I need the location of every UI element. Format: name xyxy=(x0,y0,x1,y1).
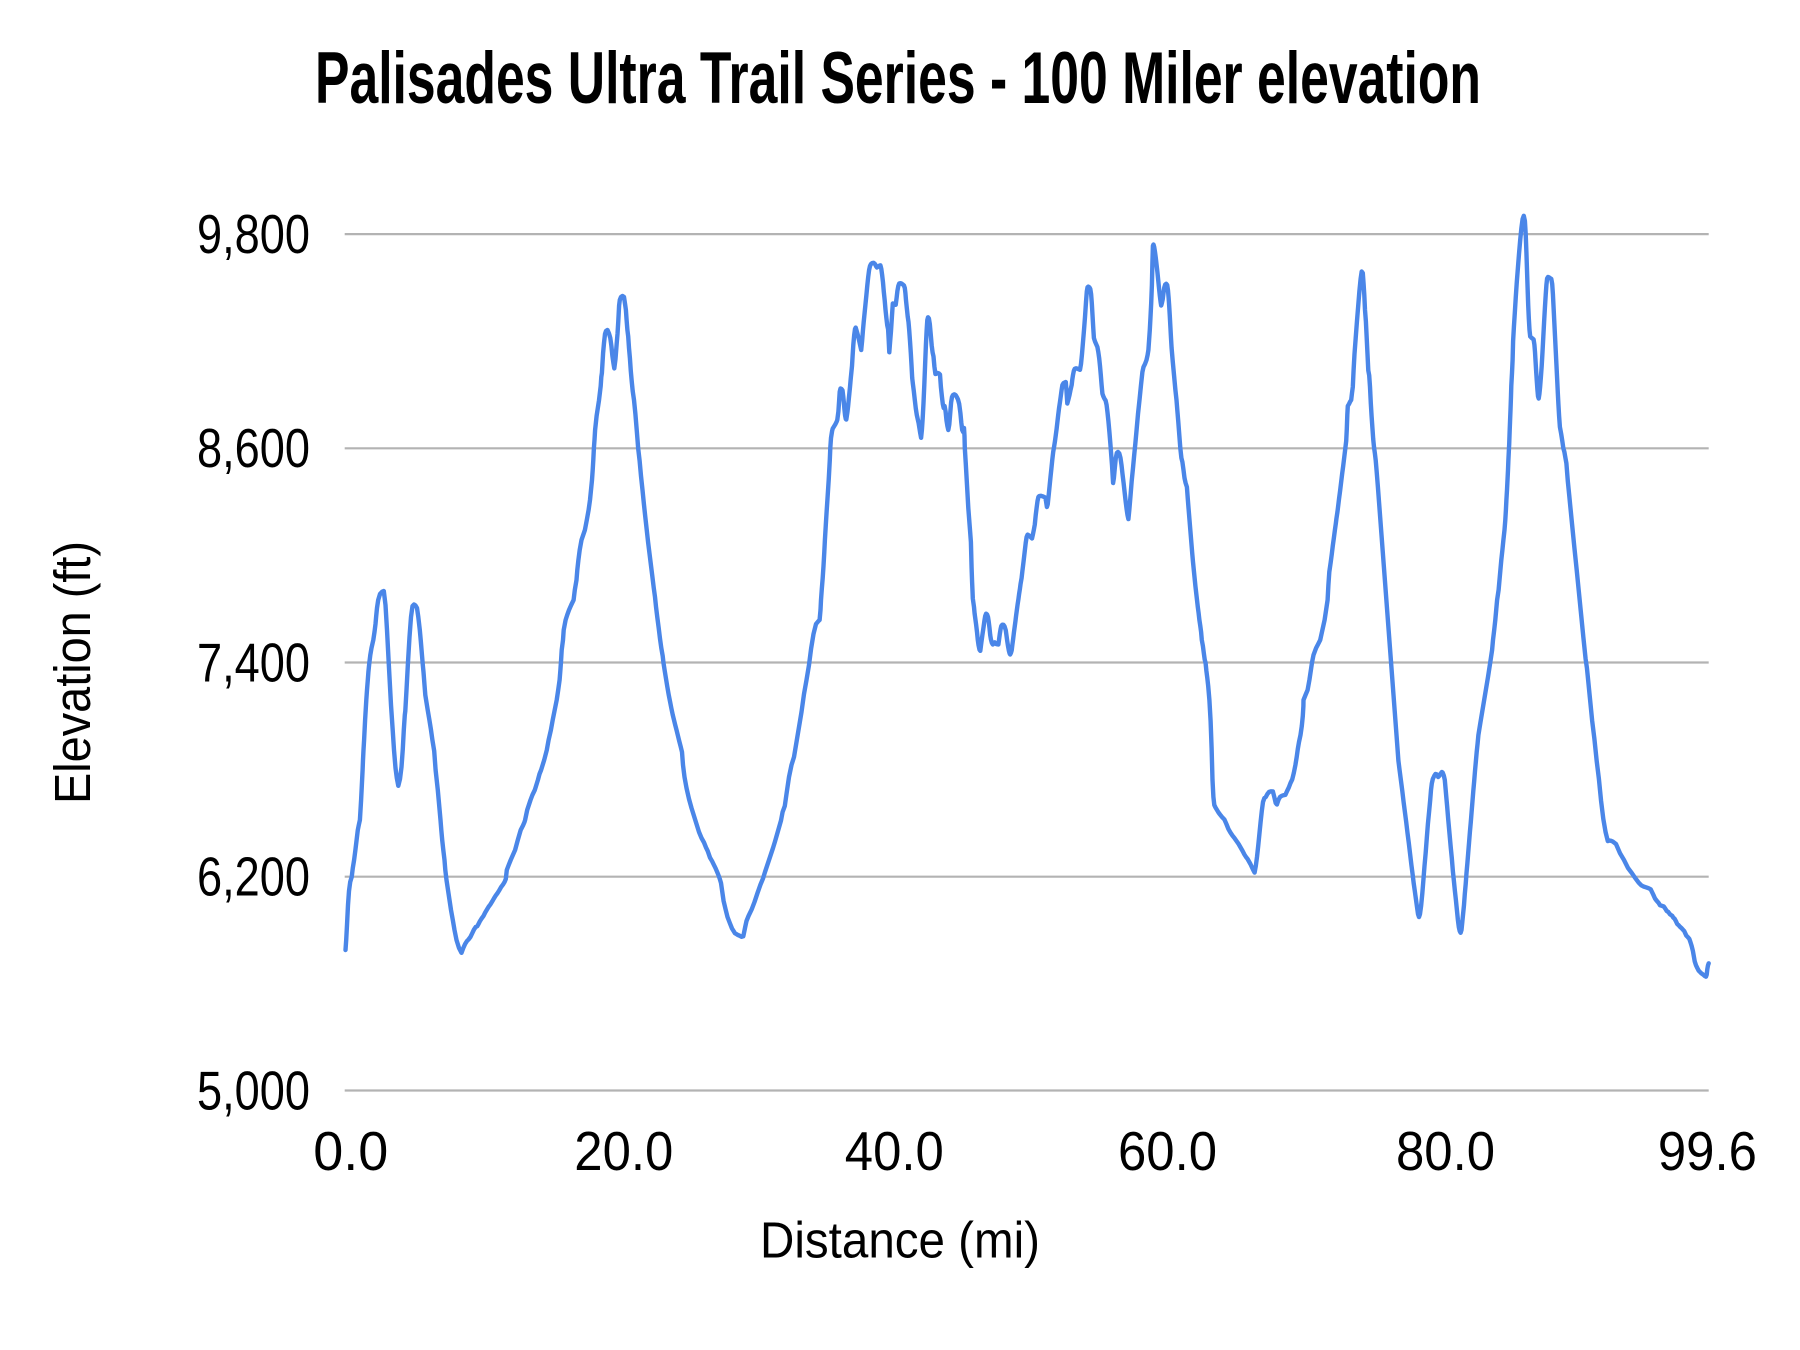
svg-text:9,800: 9,800 xyxy=(197,203,310,265)
svg-text:Palisades Ultra Trail Series -: Palisades Ultra Trail Series - 100 Miler… xyxy=(315,38,1481,119)
svg-text:99.6: 99.6 xyxy=(1658,1120,1757,1182)
svg-text:60.0: 60.0 xyxy=(1118,1120,1217,1182)
svg-text:0.0: 0.0 xyxy=(313,1120,388,1182)
svg-text:7,400: 7,400 xyxy=(197,631,310,693)
svg-text:80.0: 80.0 xyxy=(1396,1120,1495,1182)
svg-text:20.0: 20.0 xyxy=(574,1120,673,1182)
svg-text:8,600: 8,600 xyxy=(197,417,310,479)
svg-text:40.0: 40.0 xyxy=(845,1120,944,1182)
svg-text:Elevation (ft): Elevation (ft) xyxy=(44,541,101,804)
svg-text:5,000: 5,000 xyxy=(197,1059,310,1121)
svg-text:6,200: 6,200 xyxy=(197,846,310,908)
svg-text:Distance (mi): Distance (mi) xyxy=(760,1212,1040,1269)
